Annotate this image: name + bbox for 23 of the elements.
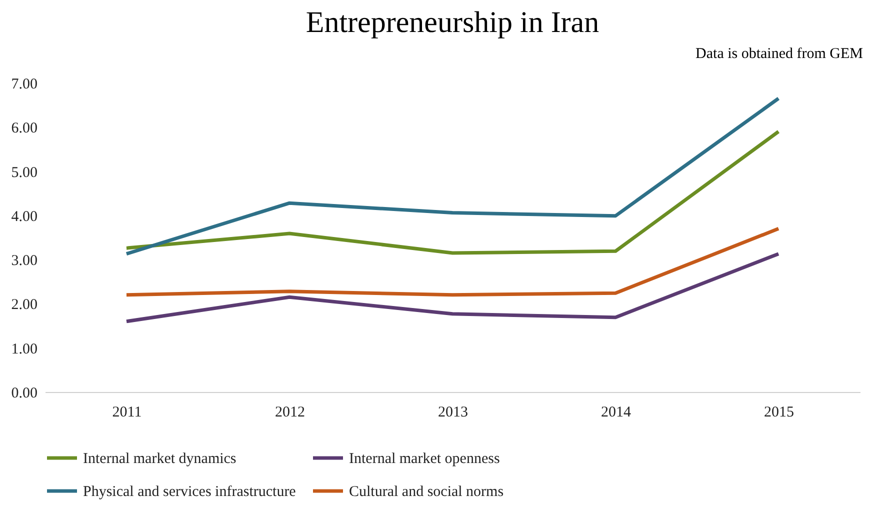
line-series (124, 252, 780, 324)
legend-label: Physical and services infrastructure (83, 484, 296, 500)
y-tick-label: 6.00 (11, 120, 38, 137)
line-series (124, 96, 780, 256)
x-tick-label: 2014 (601, 404, 632, 420)
x-tick-label: 2012 (275, 404, 305, 420)
text: Data is obtained from GEM (696, 46, 863, 63)
legend-label: Internal market openness (349, 451, 500, 467)
y-tick-label: 2.00 (11, 297, 38, 314)
x-tick-label: 2015 (764, 404, 794, 420)
y-tick-label: 5.00 (11, 164, 38, 181)
x-tick-label: 2013 (438, 404, 468, 420)
y-tick-label: 0.00 (11, 386, 38, 402)
chart-title: Entrepreneurship in Iran (306, 6, 600, 39)
legend-label: Cultural and social norms (349, 484, 504, 500)
y-tick-label: 7.00 (11, 76, 38, 92)
line-series (124, 226, 780, 297)
y-tick-label: 1.00 (11, 341, 38, 358)
y-tick-label: 3.00 (11, 253, 38, 270)
legend-label: Internal market dynamics (83, 451, 236, 467)
y-tick-label: 4.00 (11, 208, 38, 225)
x-tick-label: 2011 (112, 404, 142, 420)
line-series (124, 130, 780, 255)
